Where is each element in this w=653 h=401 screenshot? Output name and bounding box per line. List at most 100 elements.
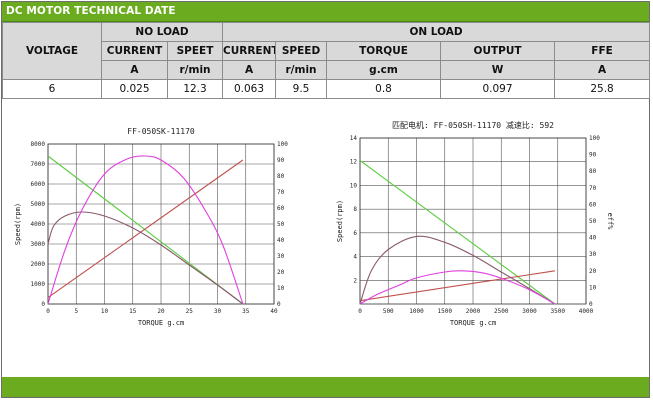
spec-table: VOLTAGE NO LOAD ON LOAD CURRENT SPEET CU… <box>2 22 651 99</box>
col-header: CURRENT <box>101 41 168 61</box>
y2-tick-label: 70 <box>277 189 285 196</box>
y-tick-label: 4000 <box>31 221 46 228</box>
y2-tick-label: 10 <box>277 285 285 292</box>
x-tick-label: 40 <box>270 308 278 315</box>
y2-tick-label: 50 <box>277 221 285 228</box>
table-row: 6 0.025 12.3 0.063 9.5 0.8 0.097 25.8 <box>2 79 651 99</box>
chart-title: 匹配电机: FF-050SH-11170 减速比: 592 <box>392 120 554 130</box>
y-tick-label: 7000 <box>31 161 46 168</box>
series-line <box>47 211 244 305</box>
x-tick-label: 25 <box>186 308 194 315</box>
y2-tick-label: 50 <box>589 218 597 225</box>
x-tick-label: 4000 <box>579 308 594 315</box>
col-header: CURRENT <box>222 41 277 61</box>
y2-tick-label: 30 <box>277 253 285 260</box>
series-line <box>359 235 556 305</box>
y2-tick-label: 90 <box>277 157 285 164</box>
y2-tick-label: 20 <box>277 269 285 276</box>
x-axis-label: TORQUE g.cm <box>450 319 496 327</box>
x-axis-label: TORQUE g.cm <box>138 319 184 327</box>
y-tick-label: 6 <box>353 230 357 237</box>
voltage-header: VOLTAGE <box>2 22 102 80</box>
y-tick-label: 10 <box>350 182 358 189</box>
series-line <box>359 160 556 305</box>
x-tick-label: 1500 <box>438 308 453 315</box>
y-tick-label: 8000 <box>31 141 46 148</box>
y2-tick-label: 80 <box>277 173 285 180</box>
page-title: DC MOTOR TECHNICAL DATE <box>6 5 176 17</box>
y2-tick-label: 90 <box>589 152 597 159</box>
series-line <box>359 270 556 305</box>
table-cell: 0.025 <box>101 79 168 99</box>
unit-cell: A <box>554 60 651 80</box>
table-cell: 9.5 <box>275 79 328 99</box>
x-tick-label: 35 <box>242 308 250 315</box>
unit-cell: r/min <box>166 60 224 80</box>
x-tick-label: 20 <box>157 308 165 315</box>
x-tick-label: 10 <box>101 308 109 315</box>
x-tick-label: 0 <box>46 308 50 315</box>
y-tick-label: 6000 <box>31 181 46 188</box>
series-line <box>359 270 555 302</box>
y2-tick-label: 70 <box>589 185 597 192</box>
col-header: OUTPUT <box>440 41 556 61</box>
x-tick-label: 0 <box>358 308 362 315</box>
x-tick-label: 3000 <box>522 308 537 315</box>
y-tick-label: 12 <box>350 159 358 166</box>
y2-tick-label: 30 <box>589 251 597 258</box>
y2-tick-label: 10 <box>589 284 597 291</box>
y-tick-label: 8 <box>353 206 357 213</box>
y-tick-label: 2000 <box>31 261 46 268</box>
series-line <box>47 155 244 305</box>
plot-frame <box>359 137 587 305</box>
no-load-header: NO LOAD <box>100 22 224 42</box>
table-cell: 0.097 <box>440 79 556 99</box>
y2-tick-label: 0 <box>589 301 593 308</box>
performance-chart-right: 匹配电机: FF-050SH-11170 减速比: 592 0 500 1000 150… <box>334 114 616 336</box>
y-tick-label: 4 <box>353 254 357 261</box>
y2-tick-label: 60 <box>277 205 285 212</box>
y-axis-label: Speed(rpm) <box>14 203 22 245</box>
y-tick-label: 5000 <box>31 201 46 208</box>
on-load-header: ON LOAD <box>222 22 651 42</box>
x-tick-label: 2000 <box>466 308 481 315</box>
col-header: FFE <box>554 41 651 61</box>
unit-cell: A <box>101 60 168 80</box>
col-header: SPEET <box>166 41 224 61</box>
y-tick-label: 1000 <box>31 281 46 288</box>
y-tick-label: 3000 <box>31 241 46 248</box>
title-bar: DC MOTOR TECHNICAL DATE <box>2 2 649 22</box>
y2-tick-label: 60 <box>589 201 597 208</box>
y-tick-label: 14 <box>350 135 358 142</box>
performance-chart-left: FF-050SK-11170 0 5 10 15 20 25 30 35 40 0 1000 2000 3… <box>12 114 294 336</box>
y-axis-label: Speed(rpm) <box>336 200 344 242</box>
x-tick-label: 1000 <box>409 308 424 315</box>
table-cell: 12.3 <box>166 79 224 99</box>
table-cell: 0.8 <box>326 79 442 99</box>
y2-tick-label: 0 <box>277 301 281 308</box>
y2-tick-label: 80 <box>589 168 597 175</box>
y2-tick-label: 40 <box>589 235 597 242</box>
series-line <box>47 159 244 299</box>
unit-cell: W <box>440 60 556 80</box>
plot-frame <box>47 143 275 305</box>
unit-cell: g.cm <box>326 60 442 80</box>
y2-axis-label: eff% <box>606 213 614 231</box>
y2-tick-label: 100 <box>589 135 600 142</box>
x-tick-label: 3500 <box>551 308 566 315</box>
table-cell: 0.063 <box>222 79 277 99</box>
chart-title: FF-050SK-11170 <box>127 127 195 136</box>
unit-cell: A <box>222 60 277 80</box>
x-tick-label: 15 <box>129 308 137 315</box>
y2-tick-label: 100 <box>277 141 288 148</box>
x-tick-label: 30 <box>214 308 222 315</box>
x-tick-label: 5 <box>74 308 78 315</box>
col-header: SPEED <box>275 41 328 61</box>
y2-tick-label: 20 <box>589 268 597 275</box>
footer-bar <box>2 377 649 397</box>
table-cell: 25.8 <box>554 79 651 99</box>
x-tick-label: 2500 <box>494 308 509 315</box>
